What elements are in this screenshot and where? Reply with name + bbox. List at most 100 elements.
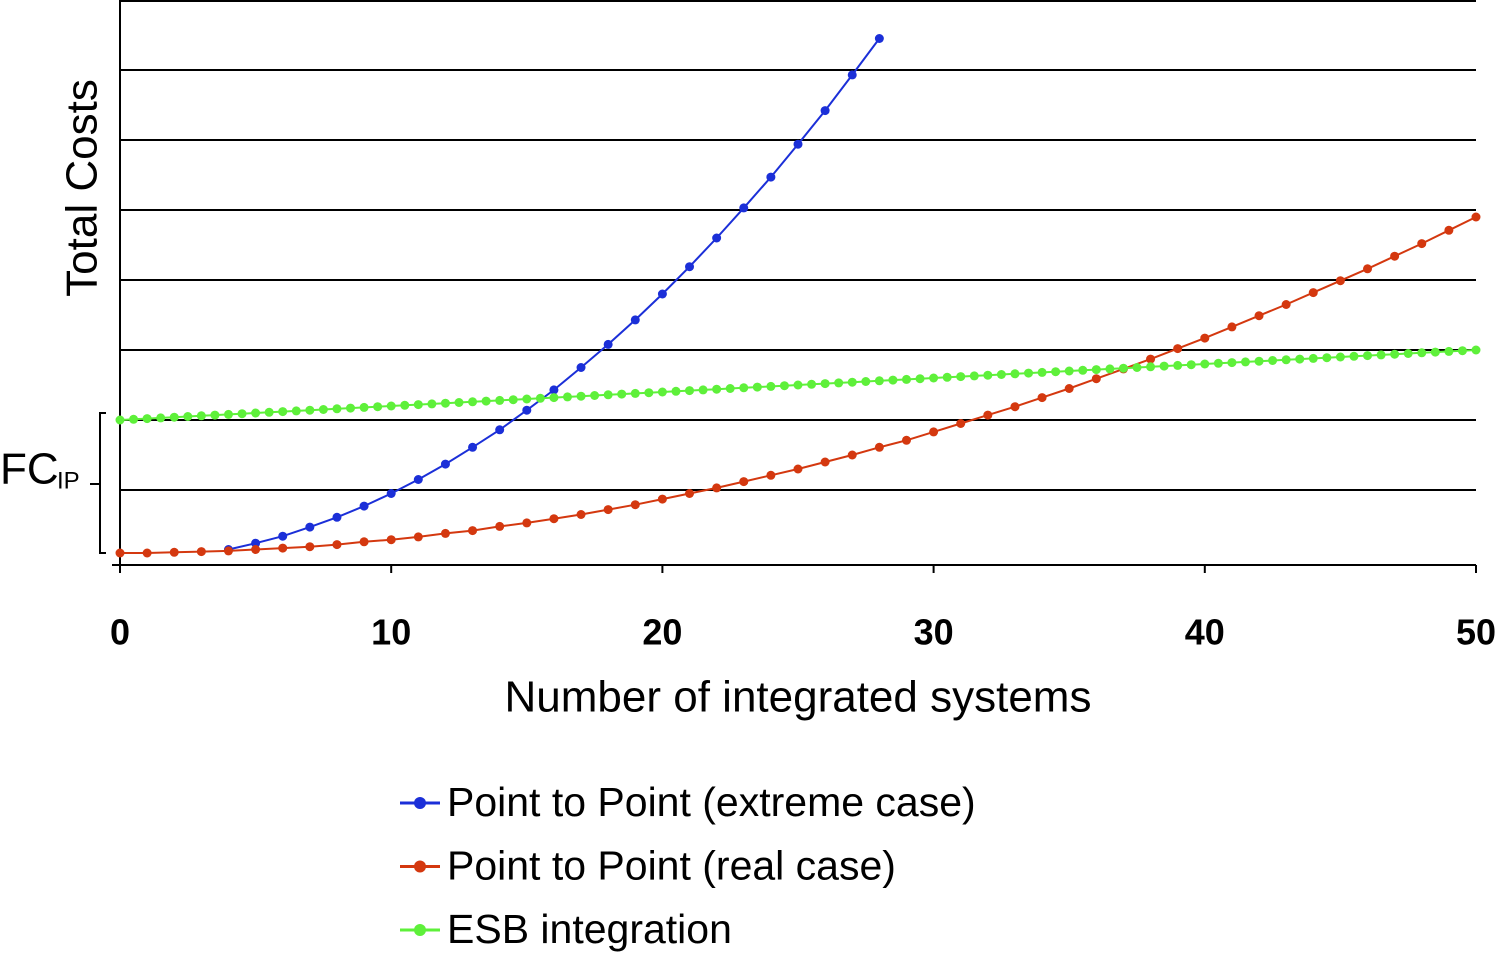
data-point	[657, 289, 667, 299]
data-point	[1064, 384, 1074, 393]
data-point	[468, 442, 478, 452]
data-point	[1403, 349, 1413, 358]
annotation-subscript: IP	[57, 467, 80, 494]
data-point	[481, 396, 491, 406]
data-point	[712, 483, 722, 493]
data-point	[1457, 346, 1467, 356]
data-point	[196, 411, 206, 421]
data-point	[1363, 264, 1373, 274]
data-point	[1146, 362, 1156, 372]
legend-label: Point to Point (real case)	[447, 842, 896, 888]
legend-label: ESB integration	[447, 906, 732, 952]
data-point	[1091, 365, 1101, 375]
data-point	[1227, 358, 1237, 368]
data-point	[1024, 368, 1034, 378]
data-point	[779, 381, 789, 391]
data-point	[698, 385, 708, 395]
x-tick-label: 50	[1456, 612, 1496, 653]
data-point	[251, 538, 261, 548]
data-point	[508, 395, 518, 405]
data-point	[725, 384, 735, 393]
x-tick-label: 30	[914, 612, 954, 653]
data-point	[495, 425, 505, 435]
data-point	[223, 546, 233, 556]
data-point	[752, 382, 762, 392]
data-point	[1064, 366, 1074, 376]
data-point	[359, 402, 369, 412]
data-point	[156, 413, 166, 423]
data-point	[210, 410, 220, 420]
data-point	[346, 403, 356, 413]
data-point	[603, 390, 613, 400]
data-point	[142, 548, 152, 558]
legend-marker	[414, 924, 426, 936]
data-point	[820, 106, 830, 116]
data-point	[468, 526, 478, 536]
data-point	[1051, 367, 1061, 377]
data-point	[129, 414, 139, 424]
data-point	[1335, 352, 1345, 362]
data-point	[617, 389, 627, 399]
x-tick-label: 20	[642, 612, 682, 653]
data-point	[305, 522, 315, 532]
data-point	[1159, 361, 1169, 371]
x-tick-label: 0	[110, 612, 130, 653]
data-point	[576, 363, 586, 372]
data-point	[386, 535, 396, 545]
data-point	[359, 537, 369, 547]
data-point	[332, 512, 342, 522]
data-point	[766, 470, 776, 480]
data-point	[712, 233, 722, 243]
data-point	[996, 370, 1006, 379]
data-point	[386, 401, 396, 411]
y-axis-label: Total Costs	[58, 79, 107, 297]
data-point	[386, 489, 396, 498]
data-point	[874, 376, 884, 386]
data-point	[766, 172, 776, 182]
data-point	[983, 370, 993, 380]
data-point	[278, 543, 288, 553]
data-point	[440, 528, 450, 538]
data-point	[820, 379, 830, 389]
data-point	[807, 379, 817, 389]
data-point	[278, 531, 288, 541]
data-point	[969, 371, 979, 381]
data-point	[400, 400, 410, 410]
data-point	[1430, 347, 1440, 357]
data-point	[1078, 365, 1088, 375]
data-point	[440, 398, 450, 408]
data-point	[766, 381, 776, 391]
data-point	[644, 388, 654, 398]
data-point	[1281, 355, 1291, 365]
data-point	[1200, 359, 1210, 369]
x-tick-label: 40	[1185, 612, 1225, 653]
data-point	[1118, 363, 1128, 373]
data-point	[305, 405, 315, 415]
data-point	[183, 412, 193, 421]
data-point	[847, 450, 857, 460]
data-point	[1146, 354, 1156, 364]
data-point	[142, 414, 152, 424]
data-point	[251, 408, 261, 418]
data-point	[983, 410, 993, 420]
data-point	[793, 380, 803, 390]
data-point	[956, 372, 966, 382]
data-point	[630, 315, 640, 325]
data-point	[1268, 356, 1278, 365]
data-point	[685, 489, 695, 498]
data-point	[874, 442, 884, 452]
data-point	[657, 494, 667, 504]
data-point	[373, 402, 383, 412]
data-point	[671, 386, 681, 396]
data-point	[237, 409, 247, 419]
data-point	[522, 405, 532, 415]
data-point	[318, 405, 328, 414]
data-point	[223, 409, 233, 419]
data-point	[1173, 344, 1183, 354]
data-point	[1308, 353, 1318, 363]
x-tick-label: 10	[371, 612, 411, 653]
data-point	[522, 518, 532, 528]
data-point	[454, 398, 464, 407]
data-point	[630, 388, 640, 398]
data-point	[359, 501, 369, 511]
